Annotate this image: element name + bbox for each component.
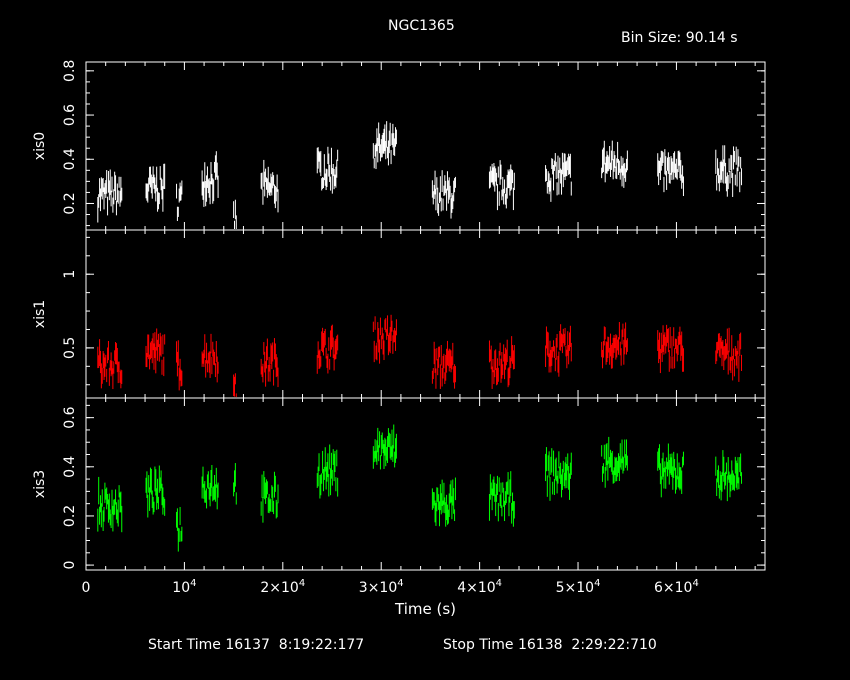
y-axis-label: xis0: [32, 132, 48, 160]
y-tick-label: 1: [62, 270, 78, 279]
y-tick-label: 0.4: [62, 456, 78, 478]
data-segment: [233, 199, 237, 229]
data-segment: [260, 338, 279, 388]
data-segment: [545, 152, 572, 202]
data-segment: [488, 336, 515, 389]
data-segment: [201, 151, 219, 207]
bin-size-label: Bin Size: 90.14 s: [621, 30, 738, 46]
panel-frame: [85, 397, 766, 571]
data-segment: [545, 447, 572, 501]
y-tick-label: 0.5: [62, 337, 78, 359]
data-segment: [372, 424, 397, 470]
y-tick-label: 0.8: [62, 60, 78, 82]
y-tick-label: 0.2: [62, 505, 78, 527]
x-tick-label: 4×104: [457, 578, 502, 596]
data-segment: [657, 149, 684, 197]
data-segment: [97, 169, 123, 223]
data-segment: [601, 322, 628, 369]
data-segment: [316, 324, 339, 374]
stop-time-label: Stop Time 16138 2:29:22:710: [443, 637, 657, 653]
data-segment: [488, 160, 515, 211]
y-axis-label: xis1: [32, 300, 48, 328]
panel-frame: [85, 229, 766, 399]
data-segment: [233, 373, 237, 397]
data-segment: [176, 180, 183, 221]
x-tick-label: 104: [172, 578, 196, 596]
data-segment: [372, 121, 397, 170]
y-tick-label: 0.6: [62, 406, 78, 428]
data-segment: [431, 170, 456, 219]
data-segment: [545, 324, 572, 377]
y-tick-label: 0.6: [62, 104, 78, 126]
data-segment: [488, 471, 515, 527]
data-segment: [97, 476, 123, 533]
data-segment: [201, 465, 219, 510]
data-segment: [145, 328, 166, 377]
data-segment: [372, 314, 397, 364]
data-segment: [431, 477, 456, 527]
y-tick-label: 0.4: [62, 148, 78, 170]
data-segment: [316, 444, 339, 499]
data-segment: [431, 340, 456, 389]
x-tick-label: 2×104: [260, 578, 305, 596]
y-tick-label: 0.2: [62, 192, 78, 214]
data-segment: [657, 443, 684, 498]
panel-xis0: 0.2 0.4 0.6 0.8 xis0: [32, 60, 766, 231]
data-segment: [657, 324, 684, 374]
start-time-label: Start Time 16137 8:19:22:177: [148, 637, 365, 653]
x-tick-label: 6×104: [654, 578, 699, 596]
data-segment: [176, 506, 183, 552]
data-segment: [601, 436, 628, 488]
x-tick-label: 0: [82, 580, 91, 596]
panel-xis1: 0.5 1 xis1: [32, 229, 766, 399]
panel-frame: [85, 61, 766, 231]
data-segment: [715, 450, 743, 502]
y-tick-label: 0: [62, 561, 78, 570]
data-segment: [97, 339, 123, 390]
data-segment: [715, 145, 743, 197]
y-axis-label: xis3: [32, 470, 48, 498]
data-segment: [201, 333, 219, 383]
data-segment: [715, 327, 743, 382]
x-axis-label: Time (s): [394, 600, 456, 618]
data-segment: [176, 340, 183, 391]
x-tick-label: 3×104: [359, 578, 404, 596]
data-segment: [233, 463, 237, 505]
chart-title: NGC1365: [388, 18, 455, 34]
data-segment: [260, 471, 279, 523]
data-segment: [145, 163, 166, 212]
data-segment: [260, 159, 279, 213]
data-segment: [145, 465, 166, 518]
data-segment: [601, 140, 628, 188]
data-segment: [316, 146, 339, 194]
panel-xis3: 0 0.2 0.4 0.6 xis3: [32, 397, 766, 571]
x-tick-label: 5×104: [556, 578, 601, 596]
